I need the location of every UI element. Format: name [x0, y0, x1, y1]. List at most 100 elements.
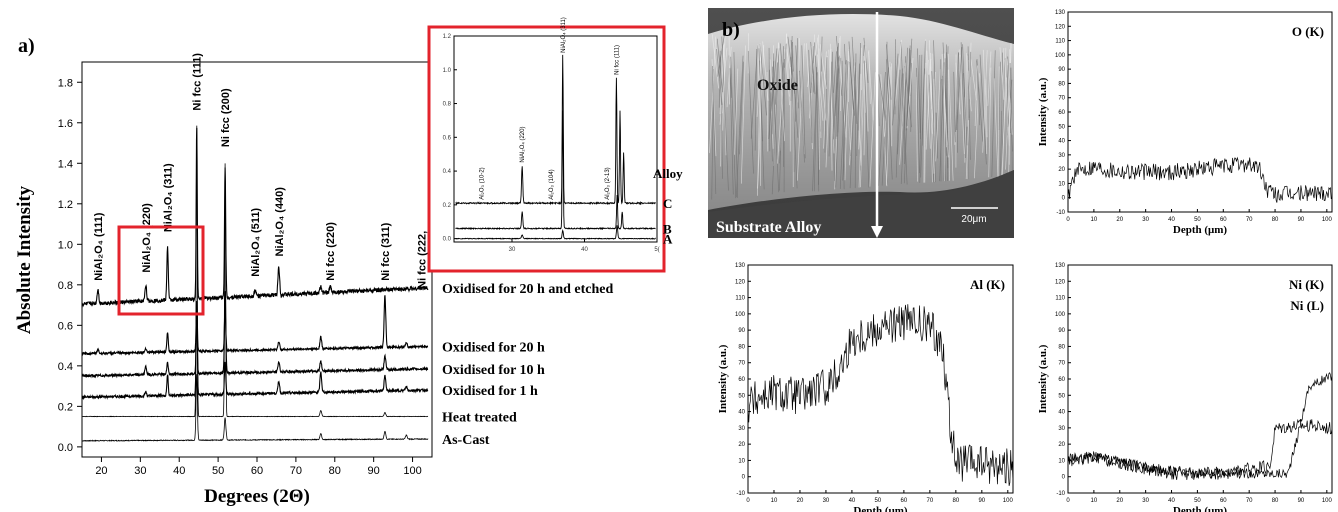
inset-peak-label: Al₂O₃ (104): [549, 169, 555, 199]
inset-series-label: C: [663, 196, 672, 211]
xrd-main-chart: 20 30 40 50 60 70 80 90 100 0.0 0.2 0.4 0.6 0.8 1.0 1.2…: [14, 53, 613, 507]
eds-ytick-label: 110: [1055, 39, 1065, 45]
xrd-peak-label: NiAl₂O₄ (440): [274, 187, 286, 257]
xrd-series-label: Oxidised for 20 h and etched: [442, 282, 613, 297]
eds-element-label: Al (K): [970, 277, 1005, 292]
inset-red-frame: [427, 25, 666, 273]
zoom-highlight-box: [117, 225, 205, 316]
eds-ytick-label: 0: [1062, 196, 1066, 202]
eds-ytick-label: 120: [1055, 279, 1066, 285]
eds-ytick-label: 10: [1058, 181, 1065, 187]
eds-xtick-label: 20: [1116, 498, 1123, 504]
eds-ytick-label: -10: [736, 491, 745, 497]
eds-ytick-label: 40: [738, 410, 745, 416]
inset-ytick-label: 1.2: [443, 34, 452, 40]
eds-series-line: [747, 304, 1014, 486]
eds-xtick-label: 30: [1142, 217, 1149, 223]
eds-xtick-label: 20: [797, 498, 804, 504]
xrd-xtick-label: 100: [403, 465, 421, 477]
eds-ytick-label: 100: [1055, 312, 1066, 318]
eds-xtick-label: 20: [1116, 217, 1123, 223]
eds-xtick-label: 50: [875, 498, 882, 504]
eds-xtick-label: 100: [1322, 217, 1333, 223]
eds-element-label: O (K): [1292, 24, 1324, 39]
xrd-series-line: [81, 374, 429, 442]
inset-series-line: [455, 225, 656, 240]
eds-ytick-label: 130: [735, 263, 746, 269]
xrd-series-line: [81, 295, 429, 357]
xrd-xtick-label: 20: [95, 465, 107, 477]
xrd-inset-chart: 30 40 5(0.0 0.2 0.4 0.6 0.8 1.0 1.2 Al₂O₃ (10-2)…: [443, 17, 683, 253]
inset-xtick-label: 30: [509, 247, 516, 253]
eds-xtick-label: 10: [1091, 498, 1098, 504]
eds-ytick-label: 20: [738, 442, 745, 448]
panel-b-label: b): [722, 19, 740, 41]
eds-ytick-label: 80: [738, 344, 745, 350]
eds-element-label-2: Ni (L): [1290, 298, 1324, 313]
xrd-xlabel: Degrees (2Θ): [204, 486, 310, 507]
eds-ytick-label: 110: [735, 296, 745, 302]
xrd-peak-label: Ni fcc (220): [325, 222, 337, 281]
xrd-peak-label: Ni fcc (311): [380, 222, 392, 280]
eds-xtick-label: 30: [823, 498, 830, 504]
eds-xtick-label: 60: [1220, 498, 1227, 504]
eds-xtick-label: 70: [927, 498, 934, 504]
eds-xtick-label: 90: [978, 498, 985, 504]
eds-xtick-label: 80: [952, 498, 959, 504]
eds-series-line: [1067, 372, 1333, 480]
eds-xtick-label: 10: [771, 498, 778, 504]
eds-xtick-label: 50: [1194, 498, 1201, 504]
inset-peak-label: Al₂O₃ (10-2): [480, 167, 486, 199]
xrd-xtick-label: 60: [251, 465, 263, 477]
eds-ytick-label: 30: [1058, 426, 1065, 432]
eds-ytick-label: -10: [1056, 491, 1065, 497]
xrd-xtick-label: 70: [290, 465, 302, 477]
eds-ytick-label: -10: [1056, 210, 1065, 216]
xrd-peak-label: NiAl₂O₄ (311): [163, 163, 175, 232]
eds-xlabel: Depth (μm): [853, 505, 908, 512]
xrd-series-line: [82, 125, 429, 418]
eds-ytick-label: 70: [1058, 361, 1065, 367]
eds-ytick-label: 120: [1055, 24, 1066, 30]
eds-xtick-label: 90: [1298, 217, 1305, 223]
eds-ytick-label: 100: [735, 312, 746, 318]
eds-ytick-label: 50: [738, 393, 745, 399]
eds-xtick-label: 90: [1298, 498, 1305, 504]
eds-ytick-label: 120: [735, 279, 746, 285]
xrd-ylabel: Absolute Intensity: [14, 185, 35, 334]
panel-a-label: a): [18, 35, 35, 57]
eds-ytick-label: 100: [1055, 53, 1066, 59]
eds-ytick-label: 20: [1058, 442, 1065, 448]
eds-xtick-label: 70: [1246, 498, 1253, 504]
eds-series-line: [1067, 156, 1333, 203]
xrd-xtick-label: 40: [173, 465, 185, 477]
eds-ytick-label: 70: [1058, 96, 1065, 102]
eds-xtick-label: 60: [901, 498, 908, 504]
inset-ytick-label: 0.2: [443, 203, 452, 209]
inset-peak-label: NiAl₂O₄ (220): [520, 127, 526, 163]
xrd-series-label: Oxidised for 1 h: [442, 384, 538, 399]
inset-ytick-label: 0.0: [443, 237, 452, 243]
eds-plot-frame: [1067, 11, 1333, 213]
eds-xtick-label: 10: [1091, 217, 1098, 223]
eds-xtick-label: 50: [1194, 217, 1201, 223]
eds-xtick-label: 40: [1168, 217, 1175, 223]
eds-xlabel: Depth (μm): [1173, 224, 1228, 236]
eds-ytick-label: 50: [1058, 393, 1065, 399]
xrd-ytick-label: 0.2: [58, 401, 73, 413]
eds-ytick-label: 110: [1055, 296, 1065, 302]
xrd-series-line: [81, 300, 429, 401]
eds-xtick-label: 80: [1272, 498, 1279, 504]
xrd-series-line: [81, 127, 429, 308]
eds-ytick-label: 60: [1058, 110, 1065, 116]
eds-ytick-label: 130: [1055, 10, 1066, 16]
inset-ytick-label: 0.8: [443, 102, 452, 108]
eds-ytick-label: 40: [1058, 410, 1065, 416]
xrd-xtick-label: 80: [329, 465, 341, 477]
eds-ytick-label: 60: [738, 377, 745, 383]
xrd-xtick-label: 30: [134, 465, 146, 477]
